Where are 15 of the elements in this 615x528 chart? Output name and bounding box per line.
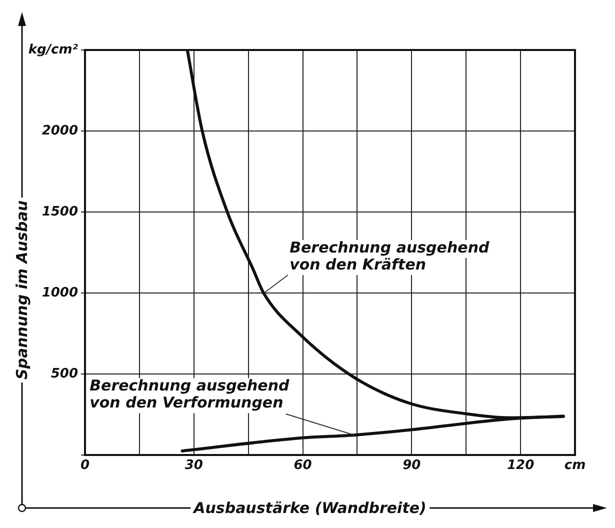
y-axis-title: Spannung im Ausbau [13, 197, 31, 383]
x-axis-title: Ausbaustärke (Wandbreite) [190, 499, 430, 517]
series-label: Berechnung ausgehend von den Verformungen [90, 376, 290, 412]
x-tick-label: cm [564, 458, 586, 474]
y-tick-label: 2000 [42, 123, 78, 138]
x-tick-label: 30 [184, 458, 203, 474]
text: Berechnung ausgehend von den Kräften [290, 238, 490, 274]
y-tick-label: 1500 [42, 204, 78, 220]
x-tick-label: 120 [506, 458, 534, 474]
x-tick-label: 0 [80, 458, 90, 474]
y-tick-label: 1000 [42, 285, 78, 300]
y-tick-label: 500 [50, 366, 78, 382]
y-tick-label: kg/cm² [28, 42, 78, 58]
x-tick-label: 90 [402, 458, 421, 474]
x-tick-label: 60 [294, 458, 312, 474]
